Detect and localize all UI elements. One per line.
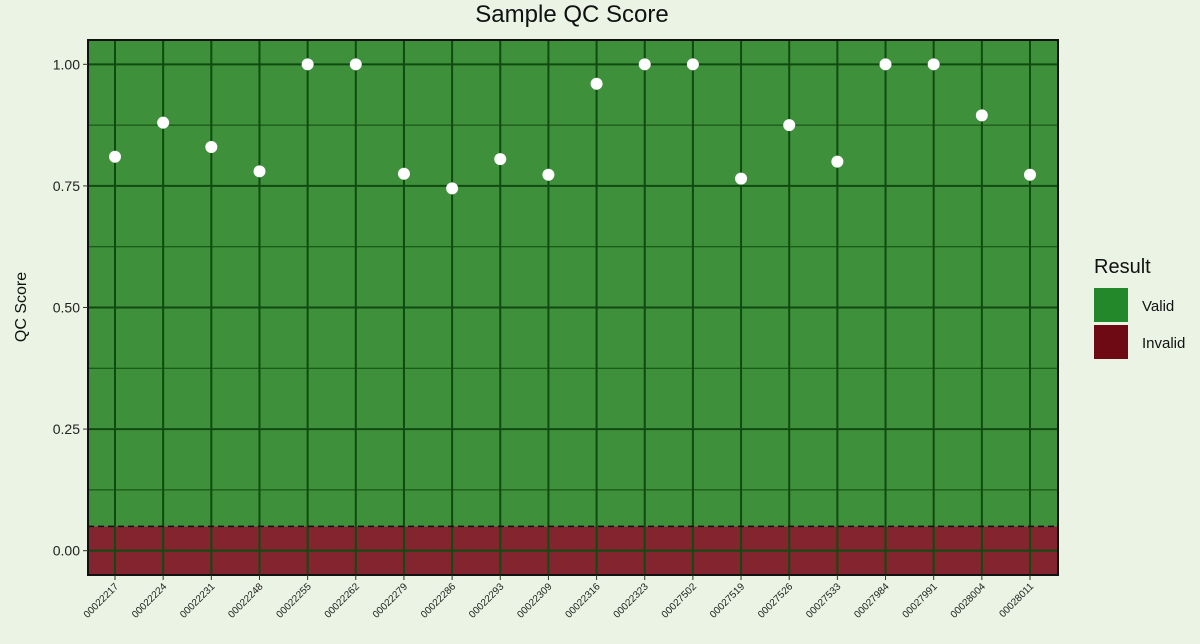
x-tick-label: 00022279 (371, 581, 411, 621)
data-point (542, 168, 555, 181)
x-tick-label: 00027502 (660, 581, 700, 621)
x-tick-label: 00022309 (515, 581, 555, 621)
data-point (1024, 168, 1036, 181)
data-point (927, 58, 940, 71)
data-point (735, 172, 748, 185)
data-point (446, 182, 459, 195)
legend-swatch-invalid (1094, 325, 1128, 359)
x-tick-label: 00027526 (756, 581, 796, 621)
x-tick-label: 00022255 (275, 581, 315, 621)
x-tick-label: 00027533 (804, 581, 844, 621)
y-tick-label: 1.00 (53, 56, 80, 72)
y-tick-label: 0.00 (53, 543, 80, 559)
data-point (638, 58, 651, 71)
data-point (253, 165, 266, 178)
data-point (975, 109, 988, 122)
x-tick-label: 00027519 (708, 581, 748, 621)
x-tick-label: 00022286 (419, 581, 459, 621)
legend: Result Valid Invalid (1094, 256, 1185, 359)
x-tick-label: 00027984 (852, 581, 892, 621)
data-point (205, 141, 218, 153)
data-point (349, 58, 362, 71)
y-tick-label: 0.75 (53, 178, 80, 194)
x-tick-label: 00022316 (563, 581, 603, 621)
x-tick-label: 00022323 (612, 581, 652, 621)
x-tick-label: 00022224 (130, 581, 170, 621)
x-tick-label: 00022262 (323, 581, 363, 621)
data-point (686, 58, 699, 71)
data-point (157, 116, 170, 129)
y-tick-label: 0.25 (53, 421, 80, 437)
y-axis-title: QC Score (13, 272, 30, 342)
x-tick-label: 00022248 (226, 581, 266, 621)
data-point (879, 58, 892, 71)
legend-label-valid: Valid (1142, 298, 1174, 315)
x-tick-label: 00022217 (82, 581, 122, 621)
data-point (397, 167, 410, 180)
y-tick-label: 0.50 (53, 300, 80, 316)
legend-swatch-valid (1094, 288, 1128, 322)
legend-label-invalid: Invalid (1142, 335, 1185, 352)
x-tick-label: 00027991 (901, 581, 941, 621)
legend-title: Result (1094, 256, 1151, 278)
data-point (831, 155, 844, 168)
data-point (494, 153, 507, 166)
x-tick-label: 00028011 (997, 581, 1036, 620)
x-tick-label: 00022231 (178, 581, 218, 621)
data-point (783, 119, 796, 132)
chart-title: Sample QC Score (475, 1, 668, 28)
data-point (590, 77, 603, 90)
x-tick-label: 00028004 (949, 581, 989, 621)
x-tick-label: 00022293 (467, 581, 507, 621)
valid-region (88, 40, 1058, 527)
data-point (109, 150, 121, 163)
data-point (301, 58, 314, 71)
